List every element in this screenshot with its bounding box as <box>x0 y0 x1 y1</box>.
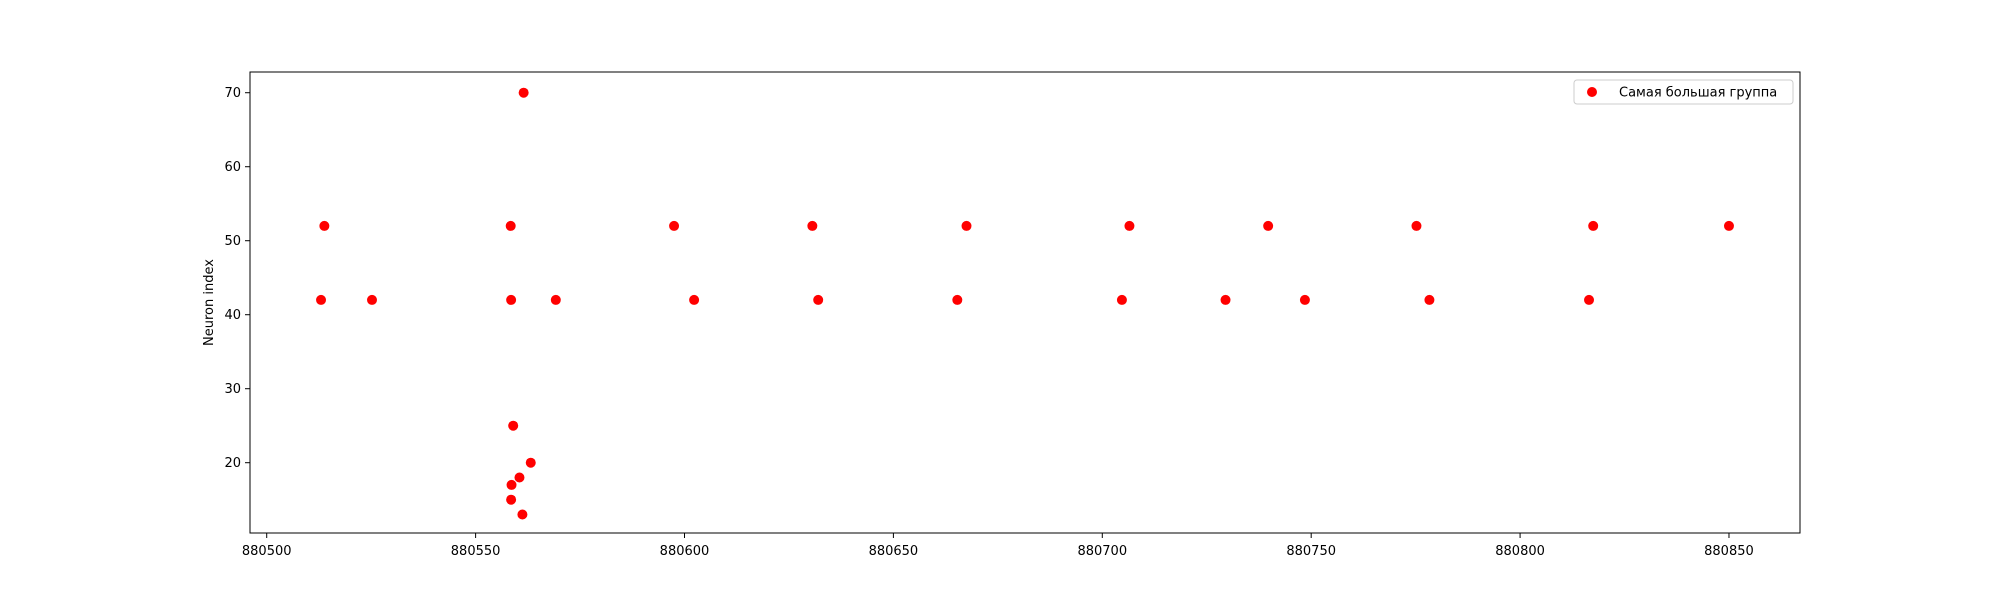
data-point <box>1220 294 1231 305</box>
data-point <box>366 294 377 305</box>
data-point <box>506 494 517 505</box>
y-tick-label: 60 <box>224 160 241 175</box>
x-tick-label: 880850 <box>1704 544 1754 559</box>
data-point <box>506 294 517 305</box>
legend-marker <box>1587 87 1597 97</box>
data-points <box>316 87 1734 520</box>
legend: Самая большая группа <box>1573 79 1794 105</box>
data-point <box>506 479 517 490</box>
data-point <box>514 472 525 483</box>
data-point <box>813 294 824 305</box>
x-tick-label: 880550 <box>451 544 501 559</box>
x-tick-label: 880700 <box>1077 544 1127 559</box>
data-point <box>1723 220 1734 231</box>
data-point <box>319 220 330 231</box>
plot-frame <box>249 71 1801 534</box>
data-point <box>517 509 528 520</box>
y-tick-label: 40 <box>224 308 241 323</box>
data-point <box>550 294 561 305</box>
data-point <box>1411 220 1422 231</box>
y-axis-ticks: 20 30 40 50 60 70 <box>224 86 250 471</box>
plot-background <box>250 72 1800 533</box>
x-tick-label: 880600 <box>660 544 710 559</box>
legend-label: Самая большая группа <box>1619 86 1777 101</box>
data-point <box>1116 294 1127 305</box>
data-point <box>689 294 700 305</box>
y-tick-label: 30 <box>224 382 241 397</box>
data-point <box>518 87 529 98</box>
data-point <box>669 220 680 231</box>
x-tick-label: 880800 <box>1495 544 1545 559</box>
legend-box <box>1573 79 1794 105</box>
data-point <box>1584 294 1595 305</box>
data-point <box>1124 220 1135 231</box>
data-point <box>505 220 516 231</box>
data-point <box>1299 294 1310 305</box>
data-point <box>961 220 972 231</box>
data-point <box>1588 220 1599 231</box>
x-axis-ticks: 880500 880550 880600 880650 880700 880750 8808… <box>242 533 1754 559</box>
data-point <box>952 294 963 305</box>
y-tick-label: 50 <box>224 234 241 249</box>
y-axis-label: Neuron index <box>202 259 217 346</box>
x-tick-label: 880500 <box>242 544 292 559</box>
data-point <box>508 420 519 431</box>
data-point <box>1263 220 1274 231</box>
x-tick-label: 880750 <box>1286 544 1336 559</box>
y-tick-label: 20 <box>224 456 241 471</box>
y-tick-label: 70 <box>224 86 241 101</box>
data-point <box>807 220 818 231</box>
data-point <box>1424 294 1435 305</box>
data-point <box>316 294 327 305</box>
x-tick-label: 880650 <box>869 544 919 559</box>
data-point <box>525 457 536 468</box>
